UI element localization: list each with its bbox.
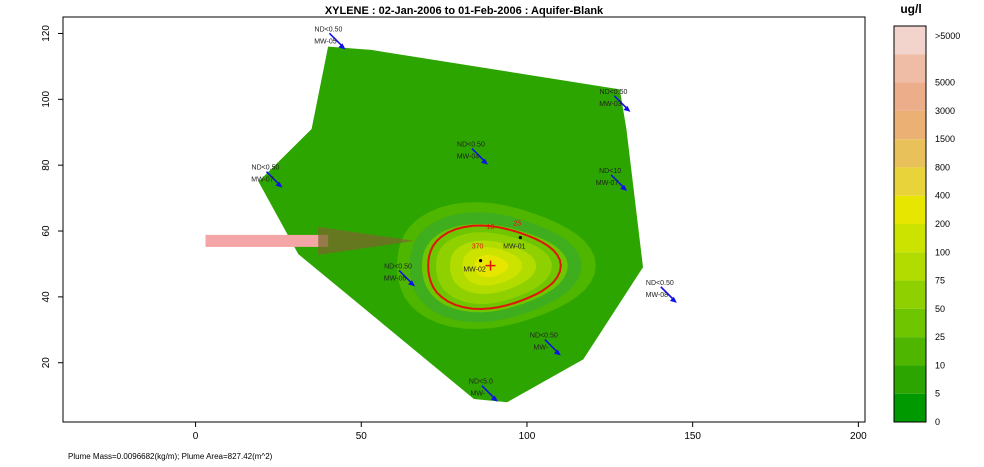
- well-result-label: ND<0.50: [530, 333, 558, 340]
- well-arrow-head: [620, 184, 628, 191]
- well-point: [518, 236, 522, 240]
- well-name-label: MW-04: [457, 154, 480, 161]
- legend-level-label: 10: [935, 360, 945, 370]
- legend-level-label: 3000: [935, 106, 955, 116]
- well-name-label: MW-: [471, 391, 486, 398]
- x-tick-label: 200: [850, 431, 867, 442]
- legend-level-label: 1500: [935, 134, 955, 144]
- plot-frame: [62, 16, 866, 423]
- legend-swatch: [894, 26, 926, 55]
- wells-layer: ND<0.50 MW-05 ND<0.50 MW-03 ND<0.50 MW-04 ND<0…: [251, 26, 677, 402]
- y-tick-label: 80: [41, 159, 52, 171]
- legend-swatch: [894, 308, 926, 338]
- well-arrow-head: [408, 280, 416, 287]
- legend-unit: ug/l: [900, 2, 921, 16]
- legend-level-label: 5000: [935, 78, 955, 88]
- well-arrow-head: [623, 105, 631, 112]
- well-arrow-head: [553, 349, 561, 356]
- well-result-label: ND<0.50: [600, 89, 628, 96]
- legend-level-label: 800: [935, 162, 950, 172]
- legend-swatch: [894, 280, 926, 309]
- legend-swatch: [894, 54, 926, 83]
- well-result-label: ND<10: [599, 168, 621, 175]
- y-tick-label: 40: [41, 291, 52, 303]
- well-name-label: MW-07: [251, 177, 274, 184]
- legend-level-label: 25: [935, 332, 945, 342]
- well-result-label: 370: [472, 244, 484, 251]
- legend-swatch: [894, 167, 926, 196]
- legend: ug/l>50005000300015008004002001007550251…: [893, 2, 960, 427]
- legend-swatch: [894, 365, 926, 394]
- x-tick-label: 150: [684, 431, 701, 442]
- y-tick-label: 100: [41, 91, 52, 108]
- well-arrow-head: [669, 296, 677, 303]
- legend-level-label: 5: [935, 389, 940, 399]
- legend-level-label: 0: [935, 417, 940, 427]
- legend-swatch: [894, 224, 926, 253]
- legend-swatch: [894, 252, 926, 281]
- contour-line-label: 10: [487, 224, 495, 231]
- chart-title: XYLENE : 02-Jan-2006 to 01-Feb-2006 : Aq…: [325, 5, 604, 17]
- well-name-label: MW-03: [599, 101, 622, 108]
- legend-swatch: [894, 195, 926, 224]
- legend-swatch: [894, 139, 926, 168]
- well-arrow-head: [490, 395, 498, 402]
- contour-line-10: [427, 224, 562, 311]
- legend-frame: [893, 25, 927, 423]
- well-result-label: ND<0.50: [252, 165, 280, 172]
- well-arrow-head: [338, 43, 346, 50]
- y-tick-label: 60: [41, 225, 52, 237]
- well-name-label: MW-02: [463, 267, 486, 274]
- well-arrow-head: [480, 158, 488, 165]
- well-result-label: 25: [513, 221, 521, 228]
- legend-level-label: 50: [935, 304, 945, 314]
- well-name-label: MW-01: [503, 244, 526, 251]
- flow-arrow-head: [318, 226, 415, 255]
- legend-level-label: >5000: [935, 31, 960, 41]
- well-result-label: ND<0.50: [646, 280, 674, 287]
- x-tick-label: 100: [519, 431, 536, 442]
- legend-swatch: [894, 110, 926, 140]
- well-point: [478, 259, 483, 263]
- legend-level-label: 400: [935, 191, 950, 201]
- y-tick-label: 120: [41, 25, 52, 42]
- legend-level-label: 200: [935, 219, 950, 229]
- contour-layer: 10: [205, 46, 643, 403]
- legend-level-label: 100: [935, 247, 950, 257]
- x-tick-label: 0: [193, 431, 199, 442]
- well-result-label: ND<0.50: [315, 26, 343, 33]
- well-result-label: ND<5.0: [469, 379, 493, 386]
- well-name-label: MW-08: [646, 292, 669, 299]
- well-result-label: ND<0.50: [384, 263, 412, 270]
- well-name-label: MW-07: [596, 180, 619, 187]
- well-name-label: MW-05: [314, 38, 337, 45]
- well-arrow-head: [275, 181, 283, 188]
- legend-swatch: [894, 337, 926, 366]
- flow-arrow-shaft: [205, 234, 329, 247]
- axes-layer: 0 50 100 150 200 20 40 60 80 100 120: [41, 25, 867, 442]
- well-result-label: ND<0.50: [457, 142, 485, 149]
- y-tick-label: 20: [41, 357, 52, 369]
- well-name-label: MW-06: [384, 275, 407, 282]
- well-name-label: MW-: [534, 345, 549, 352]
- legend-level-label: 75: [935, 276, 945, 286]
- plume-stats-footer: Plume Mass=0.0096682(kg/m); Plume Area=8…: [68, 452, 273, 461]
- x-tick-label: 50: [356, 431, 368, 442]
- legend-swatch: [894, 393, 926, 422]
- legend-swatch: [894, 82, 926, 111]
